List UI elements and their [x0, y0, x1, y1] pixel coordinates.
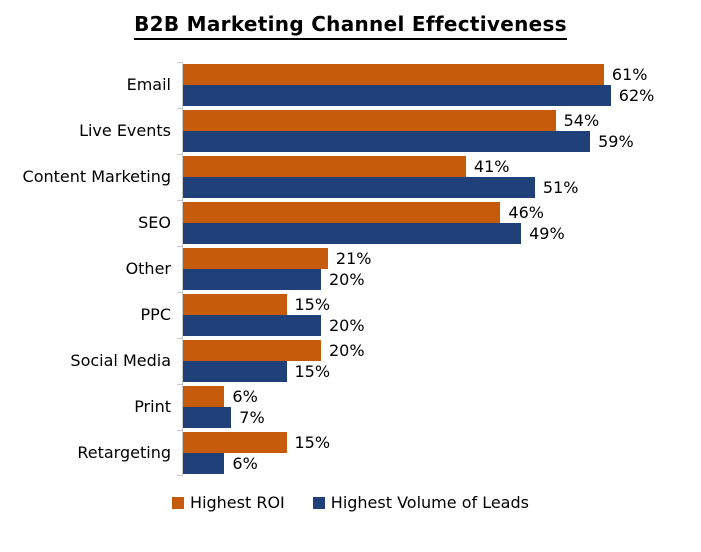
plot-cell: 54% 59%: [177, 108, 701, 154]
value-label: 41%: [473, 157, 510, 176]
bar-leads: [183, 407, 232, 428]
bar-line: 20%: [183, 340, 701, 361]
value-label: 15%: [294, 295, 331, 314]
legend-label-roi: Highest ROI: [190, 493, 285, 512]
bar-leads: [183, 315, 321, 336]
bar-line: 6%: [183, 453, 701, 474]
chart-rows: Email 61% 62% Live Events 54% 59% Content Mark…: [0, 62, 701, 476]
bar-roi: [183, 340, 321, 361]
value-label: 62%: [618, 86, 655, 105]
value-label: 61%: [611, 65, 648, 84]
bar-leads: [183, 85, 611, 106]
value-label: 54%: [563, 111, 600, 130]
legend-label-leads: Highest Volume of Leads: [330, 493, 529, 512]
plot-cell: 15% 20%: [177, 292, 701, 338]
value-label: 51%: [542, 178, 579, 197]
bar-roi: [183, 386, 225, 407]
legend-swatch-roi-icon: [172, 496, 185, 509]
legend-item-leads: Highest Volume of Leads: [312, 493, 529, 512]
legend-swatch-leads-icon: [312, 496, 325, 509]
bar-roi: [183, 294, 287, 315]
chart-row: Retargeting 15% 6%: [0, 430, 701, 476]
bar-line: 62%: [183, 85, 701, 106]
chart-row: Email 61% 62%: [0, 62, 701, 108]
chart-row: SEO 46% 49%: [0, 200, 701, 246]
bar-leads: [183, 361, 287, 382]
bar-leads: [183, 269, 321, 290]
category-label: Email: [126, 75, 171, 94]
bar-roi: [183, 432, 287, 453]
bar-roi: [183, 64, 604, 85]
chart-row: PPC 15% 20%: [0, 292, 701, 338]
category-label: PPC: [140, 305, 171, 324]
value-label: 20%: [329, 341, 365, 360]
bar-roi: [183, 202, 501, 223]
bar-roi: [183, 248, 328, 269]
category-label: SEO: [138, 213, 171, 232]
bar-line: 15%: [183, 294, 701, 315]
bar-line: 41%: [183, 156, 701, 177]
chart-row: Content Marketing 41% 51%: [0, 154, 701, 200]
category-label: Content Marketing: [22, 167, 171, 186]
plot-cell: 20% 15%: [177, 338, 701, 384]
chart-row: Other 21% 20%: [0, 246, 701, 292]
value-label: 15%: [294, 433, 331, 452]
plot-cell: 15% 6%: [177, 430, 701, 476]
value-label: 7%: [239, 408, 265, 427]
category-label: Other: [125, 259, 171, 278]
plot-cell: 21% 20%: [177, 246, 701, 292]
value-label: 6%: [232, 387, 258, 406]
bar-leads: [183, 131, 591, 152]
value-label: 59%: [598, 132, 634, 151]
bar-leads: [183, 177, 535, 198]
chart-row: Social Media 20% 15%: [0, 338, 701, 384]
value-label: 46%: [508, 203, 544, 222]
bar-roi: [183, 110, 556, 131]
title-area: B2B Marketing Channel Effectiveness: [0, 12, 701, 40]
category-label: Retargeting: [77, 443, 171, 462]
legend-item-roi: Highest ROI: [172, 493, 285, 512]
plot-cell: 6% 7%: [177, 384, 701, 430]
chart-row: Live Events 54% 59%: [0, 108, 701, 154]
bar-line: 46%: [183, 202, 701, 223]
bar-line: 59%: [183, 131, 701, 152]
bar-line: 20%: [183, 269, 701, 290]
bar-leads: [183, 223, 522, 244]
bar-line: 20%: [183, 315, 701, 336]
value-label: 6%: [232, 454, 258, 473]
bar-line: 54%: [183, 110, 701, 131]
bar-line: 49%: [183, 223, 701, 244]
bar-line: 15%: [183, 432, 701, 453]
category-label: Social Media: [70, 351, 171, 370]
value-label: 49%: [529, 224, 565, 243]
plot-cell: 61% 62%: [177, 62, 701, 108]
bar-roi: [183, 156, 466, 177]
bar-leads: [183, 453, 225, 474]
value-label: 20%: [329, 270, 365, 289]
plot-cell: 46% 49%: [177, 200, 701, 246]
value-label: 21%: [335, 249, 372, 268]
bar-line: 15%: [183, 361, 701, 382]
category-label: Live Events: [79, 121, 171, 140]
bar-line: 21%: [183, 248, 701, 269]
bar-line: 51%: [183, 177, 701, 198]
bar-line: 7%: [183, 407, 701, 428]
value-label: 15%: [294, 362, 331, 381]
bar-line: 6%: [183, 386, 701, 407]
chart-row: Print 6% 7%: [0, 384, 701, 430]
bar-line: 61%: [183, 64, 701, 85]
legend: Highest ROI Highest Volume of Leads: [0, 493, 701, 512]
chart-title: B2B Marketing Channel Effectiveness: [134, 12, 567, 40]
value-label: 20%: [329, 316, 365, 335]
category-label: Print: [134, 397, 171, 416]
plot-cell: 41% 51%: [177, 154, 701, 200]
